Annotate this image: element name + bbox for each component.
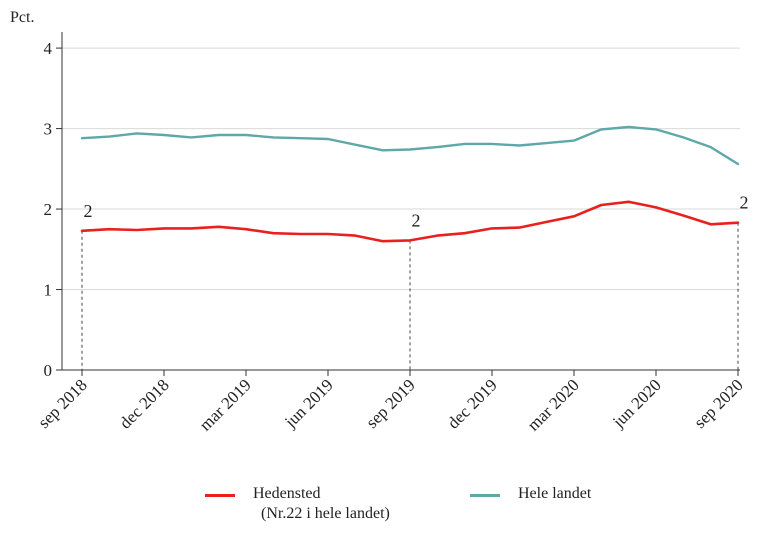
gridlines [62,47,740,291]
legend-label-hedensted: Hedensted [253,485,321,502]
y-tick-label: 0 [44,361,53,380]
y-axis-unit-label: Pct. [10,9,34,26]
x-tick-label: mar 2019 [196,375,255,434]
x-tick-label: sep 2020 [690,375,747,432]
x-tick-label: jun 2019 [280,375,337,432]
legend-item-hedensted: Hedensted (Nr.22 i hele landet) [205,484,390,524]
series-lines [80,125,740,243]
x-tick-label: dec 2019 [444,375,501,432]
legend-swatch-hele-landet [470,494,500,497]
x-tick-label: mar 2020 [524,375,583,434]
y-axis-ticks: 0 1 2 3 4 [44,39,62,380]
x-tick-label: jun 2020 [608,375,665,432]
rank-annotation: 2 [412,210,421,230]
legend-note-hedensted: (Nr.22 i hele landet) [261,505,390,522]
x-tick-label: sep 2018 [34,375,91,432]
x-axis-ticks: sep 2018 dec 2018 mar 2019 jun 2019 sep 2019… [34,370,747,435]
y-tick-label: 1 [44,281,53,300]
rank-annotations: 2 2 2 [84,193,749,231]
annotation-droplines [81,222,739,370]
series-line-hele-landet [80,125,740,166]
legend-swatch-hedensted [205,494,235,497]
y-tick-label: 4 [44,39,53,58]
y-tick-label: 3 [44,120,53,139]
legend: Hedensted (Nr.22 i hele landet) Hele lan… [0,484,760,534]
x-tick-label: dec 2018 [116,375,173,432]
x-tick-label: sep 2019 [362,375,419,432]
y-tick-label: 2 [44,200,53,219]
rank-annotation: 2 [740,193,749,213]
legend-item-hele-landet: Hele landet [470,484,591,504]
series-line-hedensted [80,200,740,243]
rank-annotation: 2 [84,201,93,221]
legend-label-hele-landet: Hele landet [518,485,592,502]
axes: Pct. [10,9,740,371]
